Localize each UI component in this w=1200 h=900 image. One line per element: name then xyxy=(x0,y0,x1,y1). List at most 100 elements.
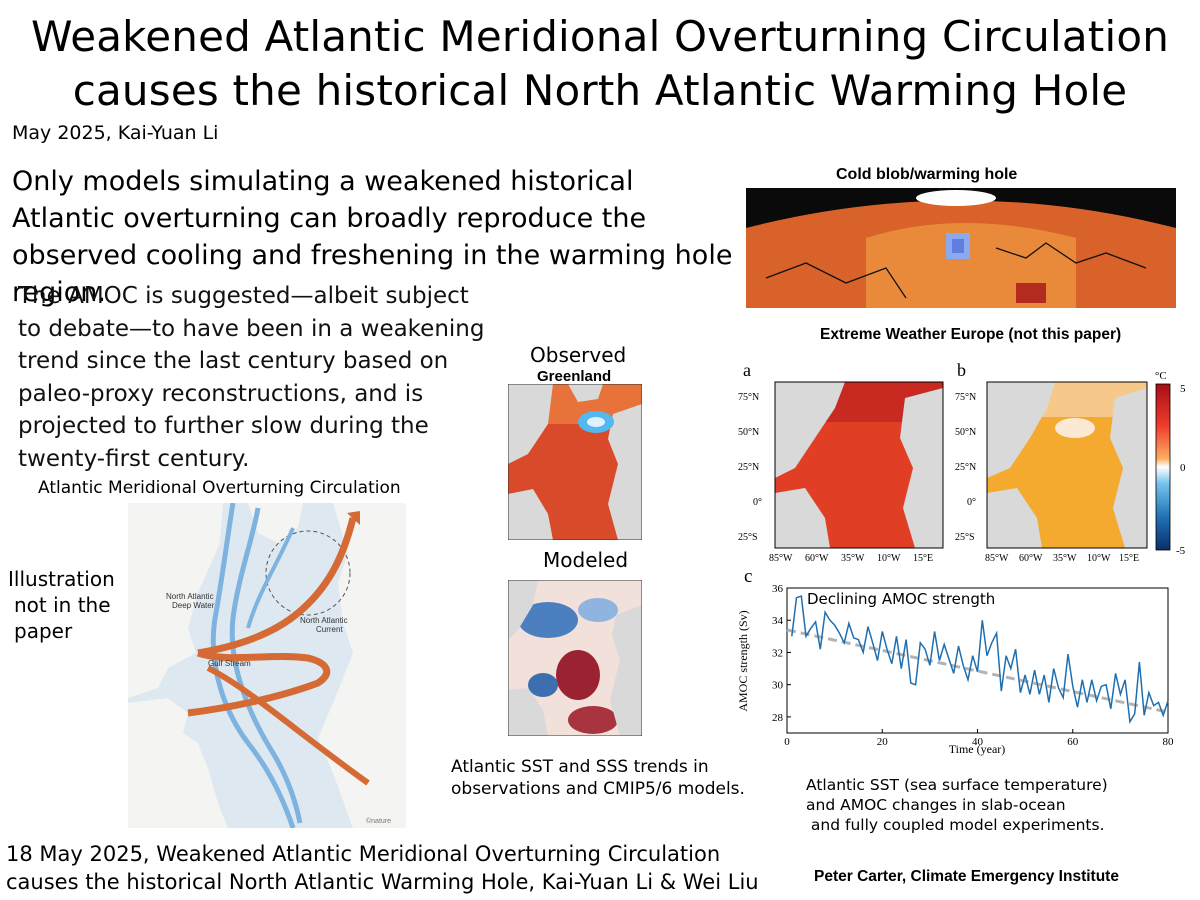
cold-blob-hotspot xyxy=(1016,283,1046,303)
europe-africa-landmass xyxy=(318,503,406,828)
sst-caption-line: observations and CMIP5/6 models. xyxy=(451,779,745,799)
chart-series-group xyxy=(786,595,1169,724)
modeled-south-america xyxy=(508,688,548,736)
y-tick-label: 34 xyxy=(772,615,784,627)
temperature-colorbar: °C 5 0 -5 xyxy=(1155,370,1186,557)
chart-y-label: AMOC strength (Sv) xyxy=(736,610,750,711)
panel-a-lat-tick: 50°N xyxy=(738,427,759,438)
convection-region-circle xyxy=(265,530,351,616)
observed-north-america xyxy=(508,384,553,464)
coupled-model-caption: Atlantic SST (sea surface temperature) a… xyxy=(806,775,1108,835)
south-atlantic-current xyxy=(206,665,370,786)
y-tick-label: 28 xyxy=(772,712,784,724)
observed-africa-europe xyxy=(608,404,642,540)
panel-a-lat-tick: 25°N xyxy=(738,462,759,473)
modeled-africa-europe xyxy=(610,605,642,736)
amoc-paragraph: The AMOC is suggested—albeit subject to … xyxy=(18,283,485,472)
observed-south-america xyxy=(508,489,553,540)
colorbar-max: 5 xyxy=(1180,383,1186,395)
colorbar-gradient xyxy=(1155,383,1171,551)
chart-x-label: Time (year) xyxy=(949,742,1006,756)
modeled-salinity-south xyxy=(568,706,618,734)
sst-sss-caption: Atlantic SST and SSS trends in observati… xyxy=(451,756,745,800)
modeled-salinity-core xyxy=(556,650,600,700)
south-america-landmass xyxy=(128,698,228,828)
slide-title: Weakened Atlantic Meridional Overturning… xyxy=(0,10,1200,118)
panel-a-sst-map: a 75°N 50°N 25°N 0° 25°S 85°W 60°W 35°W … xyxy=(738,360,944,564)
observed-cold-blob-core xyxy=(587,417,605,427)
x-tick-label: 20 xyxy=(877,736,889,748)
coupled-caption-line: and fully coupled model experiments. xyxy=(806,816,1105,834)
byline: May 2025, Kai-Yuan Li xyxy=(12,122,219,144)
panel-a-frame xyxy=(774,381,944,549)
modeled-freshening-west xyxy=(518,602,578,638)
bottom-citation: 18 May 2025, Weakened Atlantic Meridiona… xyxy=(6,840,759,896)
panel-c-letter: c xyxy=(744,566,753,587)
panel-a-south-america xyxy=(775,488,830,548)
panel-b-lat-tick: 50°N xyxy=(955,427,976,438)
label-nadw-1: North Atlantic xyxy=(166,592,214,601)
modeled-north-america xyxy=(508,580,538,640)
modeled-label: Modeled xyxy=(543,548,629,572)
cold-blob-coastline-east xyxy=(995,242,1147,269)
panel-a-lon-tick: 35°W xyxy=(841,553,865,564)
illustration-note: Illustration not in the paper xyxy=(8,566,128,644)
amoc-illustration-caption: Atlantic Meridional Overturning Circulat… xyxy=(38,478,401,498)
panel-b-south-america xyxy=(987,488,1042,548)
modeled-freshening-north xyxy=(578,598,618,622)
panel-a-lat-tick: 0° xyxy=(753,497,762,508)
coupled-caption-line: Atlantic SST (sea surface temperature) xyxy=(806,776,1108,794)
x-tick-label: 40 xyxy=(972,736,984,748)
panel-b-lat-tick: 25°S xyxy=(955,532,975,543)
amoc-series-line xyxy=(791,595,1169,724)
panel-b-frame xyxy=(986,381,1148,549)
observed-greenland xyxy=(568,384,603,402)
modeled-sss-map xyxy=(508,580,642,736)
y-tick-label: 32 xyxy=(772,647,783,659)
x-tick-label: 60 xyxy=(1067,736,1079,748)
panel-a-lon-tick: 85°W xyxy=(769,553,793,564)
title-line-1: Weakened Atlantic Meridional Overturning… xyxy=(30,12,1170,61)
label-nac-2: Current xyxy=(316,625,343,634)
x-tick-label: 80 xyxy=(1163,736,1175,748)
deep-water-flow-2 xyxy=(229,507,303,824)
chart-title: Declining AMOC strength xyxy=(807,590,995,608)
illustration-note-line: not in the xyxy=(14,593,111,617)
amoc-strength-chart: 28 30 32 34 36 0 20 40 60 80 Declining AMOC stre… xyxy=(736,583,1175,756)
label-nadw-2: Deep Water xyxy=(172,601,215,610)
chart-plot-area xyxy=(786,587,1169,734)
panel-b-africa-europe xyxy=(1110,388,1147,548)
extreme-weather-europe-title: Extreme Weather Europe (not this paper) xyxy=(820,326,1122,343)
sst-caption-line: Atlantic SST and SSS trends in xyxy=(451,757,709,777)
north-atlantic-current xyxy=(197,517,357,657)
panel-a-lat-tick: 75°N xyxy=(738,392,759,403)
lead-statement: Only models simulating a weakened histor… xyxy=(12,166,733,308)
label-gulf-stream: Gulf Stream xyxy=(208,659,251,668)
nature-watermark: ©nature xyxy=(366,817,391,825)
author-credit: Peter Carter, Climate Emergency Institut… xyxy=(814,868,1119,885)
trend-line xyxy=(786,628,1169,714)
panel-b-warming-hole xyxy=(1055,418,1095,438)
cold-blob-anomaly-core xyxy=(952,239,964,253)
panel-b-sst-map: b 75°N 50°N 25°N 0° 25°S 85°W 60°W 35°W … xyxy=(955,360,1148,564)
title-line-2: causes the historical North Atlantic War… xyxy=(72,66,1128,115)
citation-line: causes the historical North Atlantic War… xyxy=(6,870,759,894)
current-arrowhead xyxy=(347,511,360,525)
panel-a-lon-tick: 10°W xyxy=(877,553,901,564)
modeled-freshening-tropics xyxy=(528,673,558,697)
colorbar-zero: 0 xyxy=(1180,462,1186,474)
panel-b-lon-tick: 35°W xyxy=(1053,553,1077,564)
observed-label: Observed xyxy=(530,343,627,367)
panel-b-letter: b xyxy=(957,360,966,380)
panel-a-north-america xyxy=(775,382,845,478)
x-tick-label: 0 xyxy=(784,736,790,748)
citation-line: 18 May 2025, Weakened Atlantic Meridiona… xyxy=(6,842,721,866)
panel-a-lon-tick: 60°W xyxy=(805,553,829,564)
colorbar-min: -5 xyxy=(1176,545,1186,557)
observed-sst-map xyxy=(508,384,642,540)
label-nac-1: North Atlantic xyxy=(300,616,348,625)
greenland-label: Greenland xyxy=(537,368,612,385)
panel-b-lat-tick: 75°N xyxy=(955,392,976,403)
cold-blob-map xyxy=(746,188,1176,308)
panel-a-lat-tick: 25°S xyxy=(738,532,758,543)
